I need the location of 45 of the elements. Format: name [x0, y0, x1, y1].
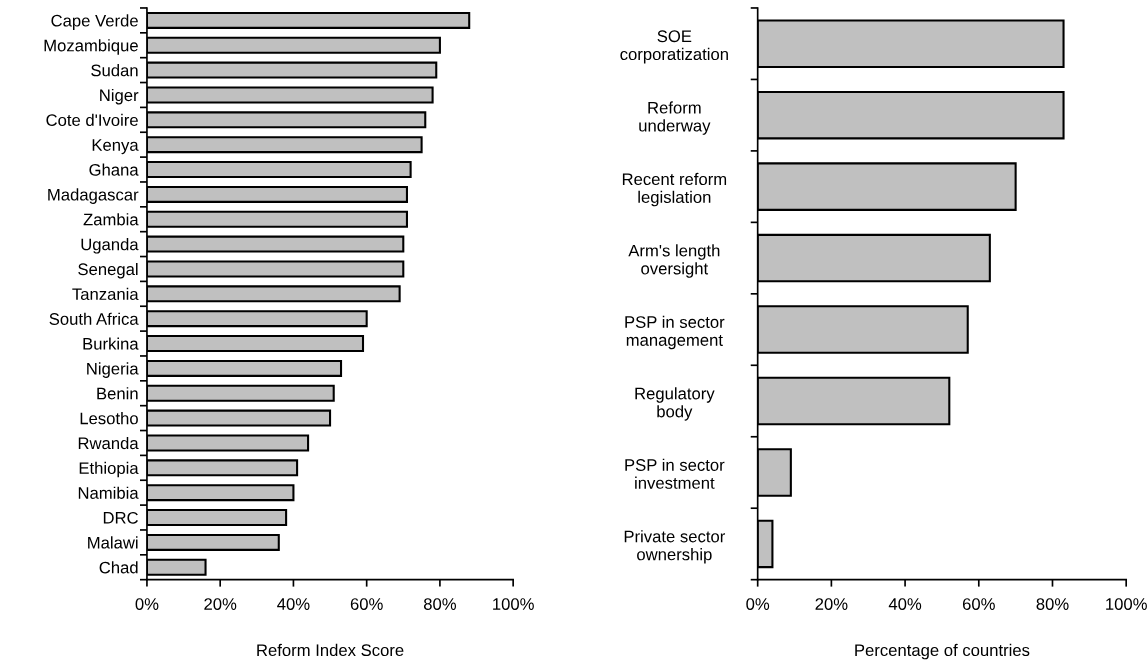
y-tick-label: Niger — [100, 88, 139, 105]
y-tick-label: Reform underway — [639, 101, 711, 135]
x-tick-label: 100% — [493, 598, 534, 610]
x-tick-label: 20% — [815, 598, 848, 610]
y-tick-label: Cape Verde — [51, 14, 138, 30]
x-tick-label: 40% — [277, 598, 310, 610]
x-tick-label: 0% — [746, 598, 770, 610]
y-tick-label: PSP in sector investment — [625, 458, 725, 489]
y-tick-label: Rwanda — [78, 436, 139, 450]
x-tick-label: 20% — [204, 598, 237, 610]
y-tick-label: Mozambique — [44, 39, 138, 55]
y-tick-label: Recent reform legislation — [622, 172, 727, 207]
y-tick-label: Tanzania — [72, 287, 139, 301]
y-tick-label: Ethiopia — [79, 461, 139, 478]
x-tick-label: 100% — [1106, 598, 1147, 610]
y-tick-label: Regulatory body — [635, 387, 715, 421]
y-tick-label: Senegal — [78, 262, 138, 279]
x-axis-title: Reform Index Score — [257, 643, 404, 657]
x-tick-label: 40% — [888, 598, 922, 610]
y-tick-label: Arm's length oversight — [628, 244, 720, 278]
y-tick-label: Benin — [97, 387, 138, 400]
y-tick-label: Ghana — [89, 163, 139, 176]
x-tick-label: 0% — [135, 598, 159, 610]
y-tick-label: PSP in sector management — [625, 315, 725, 350]
y-tick-label: Kenya — [92, 139, 139, 155]
x-tick-label: 80% — [1036, 598, 1069, 610]
y-tick-label: Chad — [99, 561, 138, 574]
y-tick-label: Private sector ownership — [624, 530, 726, 564]
y-tick-label: Zambia — [83, 213, 139, 226]
y-tick-label: Nigeria — [87, 362, 139, 378]
y-tick-label: South Africa — [49, 312, 139, 325]
y-tick-label: Burkina — [83, 337, 139, 350]
x-axis-title: Percentage of countries — [855, 643, 1030, 660]
y-tick-label: Cote d'Ivoire — [46, 113, 138, 127]
x-tick-label: 60% — [350, 598, 383, 610]
y-tick-label: Lesotho — [80, 412, 138, 425]
x-tick-label: 60% — [962, 598, 995, 610]
y-tick-label: Madagascar — [48, 188, 139, 204]
y-tick-label: Uganda — [81, 238, 139, 254]
y-tick-label: Sudan — [91, 64, 138, 77]
y-tick-label: Namibia — [78, 486, 139, 499]
x-tick-label: 80% — [423, 598, 456, 610]
y-tick-label: Malawi — [88, 536, 138, 549]
y-tick-label: DRC — [103, 511, 138, 524]
y-tick-label: SOE corporatization — [620, 30, 728, 64]
